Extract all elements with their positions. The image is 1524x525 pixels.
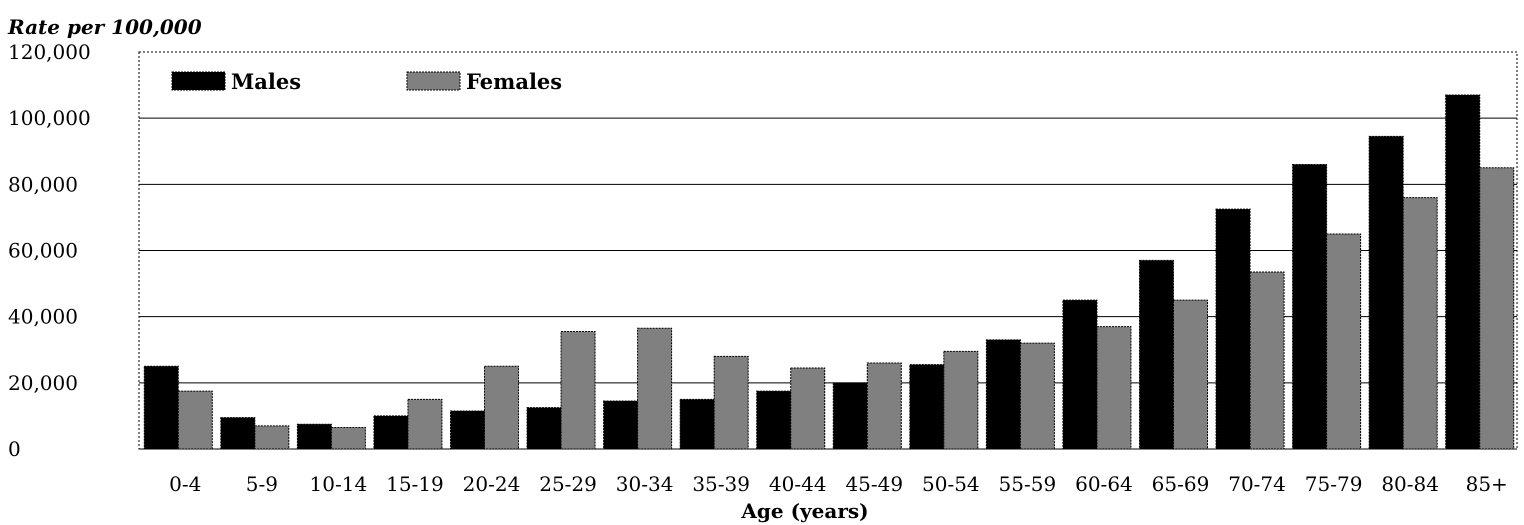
bar-females (1479, 167, 1515, 450)
legend: Males Females (171, 69, 562, 94)
bar-females (943, 350, 979, 450)
bar-males (1139, 259, 1174, 450)
y-tick-label: 80,000 (8, 172, 78, 196)
x-tick-label: 10-14 (310, 472, 368, 496)
x-tick-label: 30-34 (616, 472, 674, 496)
bar-males (679, 398, 715, 450)
x-axis-label: Age (years) (740, 499, 868, 523)
bar-males (373, 415, 409, 450)
x-tick-label: 50-54 (922, 472, 980, 496)
x-tick-label: 55-59 (999, 472, 1057, 496)
x-tick-label: 60-64 (1075, 472, 1133, 496)
bar-males (1062, 299, 1098, 450)
y-tick-label: 20,000 (8, 371, 78, 395)
bar-females (407, 398, 443, 450)
bar-males (143, 365, 179, 450)
bar-males (296, 423, 332, 450)
y-axis-ticks: 0 20,000 40,000 60,000 80,000 100,000 120,000 (8, 40, 91, 461)
bar-males (1215, 208, 1251, 450)
x-tick-label: 5-9 (246, 472, 278, 496)
bar-females (790, 367, 826, 450)
x-tick-label: 45-49 (845, 472, 903, 496)
bar-females (637, 327, 673, 450)
bar-males (985, 339, 1021, 450)
x-tick-label: 85+ (1466, 472, 1508, 496)
legend-swatch-females (406, 71, 461, 91)
legend-label-males: Males (231, 69, 301, 94)
bar-males (832, 382, 868, 450)
bar-females (177, 390, 213, 450)
bar-females (484, 365, 519, 450)
x-tick-label: 0-4 (169, 472, 201, 496)
bar-males (756, 390, 792, 450)
plot-area (138, 51, 1518, 450)
bar-females (1249, 271, 1285, 450)
bar-males (909, 364, 945, 450)
bars (143, 94, 1515, 450)
x-tick-label: 40-44 (769, 472, 827, 496)
bar-females (1402, 197, 1438, 450)
x-tick-label: 15-19 (386, 472, 444, 496)
bar-males (603, 400, 639, 450)
x-tick-label: 20-24 (463, 472, 521, 496)
bar-males (1292, 163, 1328, 450)
chart-title: Rate per 100,000 (7, 15, 202, 39)
bar-females (1326, 233, 1362, 450)
bar-females (1096, 326, 1132, 450)
bar-females (713, 355, 749, 450)
y-tick-label: 100,000 (8, 106, 91, 130)
bar-males (1368, 135, 1404, 450)
y-tick-label: 60,000 (8, 239, 78, 263)
legend-label-females: Females (466, 69, 562, 94)
bar-females (560, 331, 596, 450)
bar-males (450, 410, 485, 450)
y-tick-label: 0 (8, 437, 21, 461)
x-tick-label: 35-39 (692, 472, 750, 496)
x-tick-label: 25-29 (539, 472, 597, 496)
y-tick-label: 120,000 (8, 40, 91, 64)
bar-females (254, 425, 290, 450)
x-tick-label: 65-69 (1152, 472, 1210, 496)
bar-females (866, 362, 902, 450)
x-tick-label: 75-79 (1305, 472, 1363, 496)
bar-females (1019, 342, 1055, 450)
bar-males (1445, 94, 1481, 450)
bar-males (220, 417, 256, 450)
x-tick-label: 80-84 (1381, 472, 1439, 496)
x-axis-ticks: 0-4 5-9 10-14 15-19 20-24 25-29 30-34 35-39 40-4… (169, 472, 1508, 496)
legend-swatch-males (171, 71, 226, 91)
bar-males (526, 407, 562, 450)
bar-females (1173, 299, 1208, 450)
bar-females (330, 426, 366, 450)
y-tick-label: 40,000 (8, 305, 78, 329)
x-tick-label: 70-74 (1228, 472, 1286, 496)
